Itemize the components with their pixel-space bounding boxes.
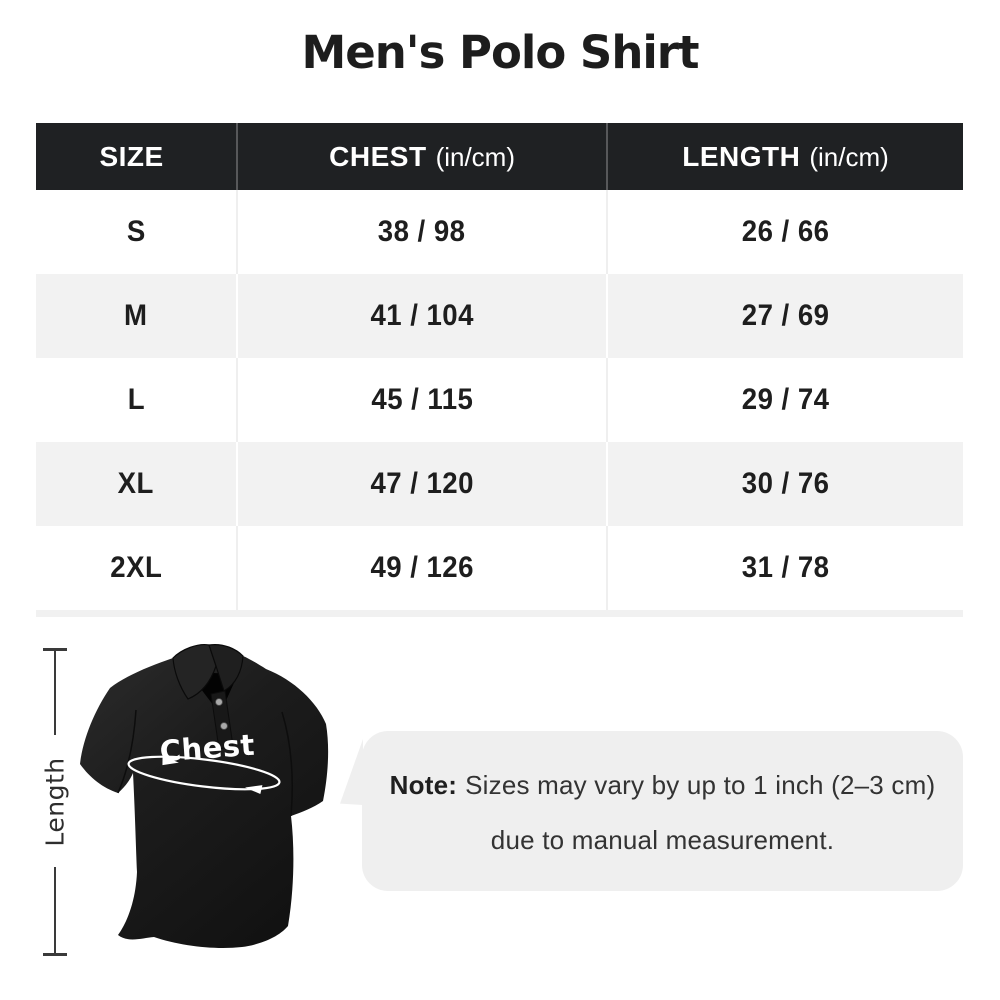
length-value: 31 / 78 [741, 551, 830, 584]
chest-measure-ellipse [127, 755, 281, 794]
col-header-length-unit: (in/cm) [809, 141, 889, 172]
chest-arrow-left [244, 785, 263, 794]
length-label: Length [40, 757, 70, 847]
col-header-length-label: LENGTH [682, 140, 801, 172]
chest-value: 41 / 104 [370, 299, 474, 332]
note-prefix: Note: [389, 770, 458, 800]
length-cap-top [43, 648, 67, 651]
chest-cell: 47 / 120 [237, 442, 609, 526]
length-measure-indicator: Length [40, 648, 70, 956]
col-header-chest-label: CHEST [329, 140, 427, 172]
note-line-1: Note: Sizes may vary by up to 1 inch (2–3… [390, 770, 936, 801]
table-row-xl: XL 47 / 120 30 / 76 [36, 442, 963, 526]
size-value: L [127, 383, 145, 416]
table-row-m: M 41 / 104 27 / 69 [36, 274, 963, 358]
chest-cell: 41 / 104 [237, 274, 609, 358]
length-value: 30 / 76 [741, 467, 830, 500]
size-cell: M [36, 274, 239, 358]
length-value: 26 / 66 [741, 215, 830, 248]
shirt-collar-right [208, 644, 244, 692]
col-header-size: SIZE [36, 123, 239, 190]
length-line-top [54, 651, 56, 735]
size-value: 2XL [110, 551, 163, 584]
note-line-2: due to manual measurement. [490, 825, 835, 855]
size-cell: L [36, 358, 239, 442]
size-value: S [126, 215, 146, 248]
chest-label: Chest [159, 728, 256, 769]
size-table-grid: SIZE CHEST (in/cm) LENGTH (in/cm) S 38 / 9… [36, 123, 963, 610]
chest-cell: 38 / 98 [237, 190, 609, 274]
length-line-bottom [54, 867, 56, 953]
chest-value: 49 / 126 [370, 551, 474, 584]
note-line-1-text: Sizes may vary by up to 1 inch (2–3 cm) [465, 770, 936, 800]
length-cap-bottom [43, 953, 67, 956]
chest-cell: 45 / 115 [237, 358, 609, 442]
size-table: SIZE CHEST (in/cm) LENGTH (in/cm) S 38 / 9… [36, 123, 963, 617]
shirt-left-sleeve-seam [117, 709, 137, 794]
chest-arrow-right [162, 756, 179, 766]
length-cell: 26 / 66 [607, 190, 963, 274]
length-value: 29 / 74 [741, 383, 830, 416]
col-header-chest-unit: (in/cm) [435, 141, 515, 172]
shirt-body [80, 649, 329, 948]
shirt-right-sleeve-seam [281, 711, 294, 817]
col-header-size-label: SIZE [99, 140, 164, 172]
chest-value: 45 / 115 [371, 383, 474, 416]
table-row-s: S 38 / 98 26 / 66 [36, 190, 963, 274]
table-bottom-border [36, 610, 963, 617]
note-bubble: Note: Sizes may vary by up to 1 inch (2–3… [340, 731, 963, 891]
length-cell: 31 / 78 [607, 526, 963, 610]
table-header-row: SIZE CHEST (in/cm) LENGTH (in/cm) [36, 123, 963, 190]
size-value: M [124, 299, 148, 332]
length-cell: 27 / 69 [607, 274, 963, 358]
page-title: Men's Polo Shirt [301, 26, 699, 79]
table-row-2xl: 2XL 49 / 126 31 / 78 [36, 526, 963, 610]
shirt-button-top [215, 698, 223, 706]
size-cell: S [36, 190, 239, 274]
length-value: 27 / 69 [741, 299, 830, 332]
col-header-chest: CHEST (in/cm) [237, 123, 609, 190]
shirt-placket [210, 690, 234, 750]
polo-shirt-illustration: Chest [80, 644, 329, 948]
chest-cell: 49 / 126 [237, 526, 609, 610]
table-row-l: L 45 / 115 29 / 74 [36, 358, 963, 442]
shirt-collar-left [172, 644, 217, 700]
shirt-button-bottom [220, 722, 228, 730]
chest-value: 47 / 120 [370, 467, 474, 500]
size-cell: XL [36, 442, 239, 526]
length-cell: 30 / 76 [607, 442, 963, 526]
chest-value: 38 / 98 [378, 215, 466, 248]
size-cell: 2XL [36, 526, 239, 610]
length-cell: 29 / 74 [607, 358, 963, 442]
size-value: XL [117, 467, 155, 500]
col-header-length: LENGTH (in/cm) [607, 123, 963, 190]
